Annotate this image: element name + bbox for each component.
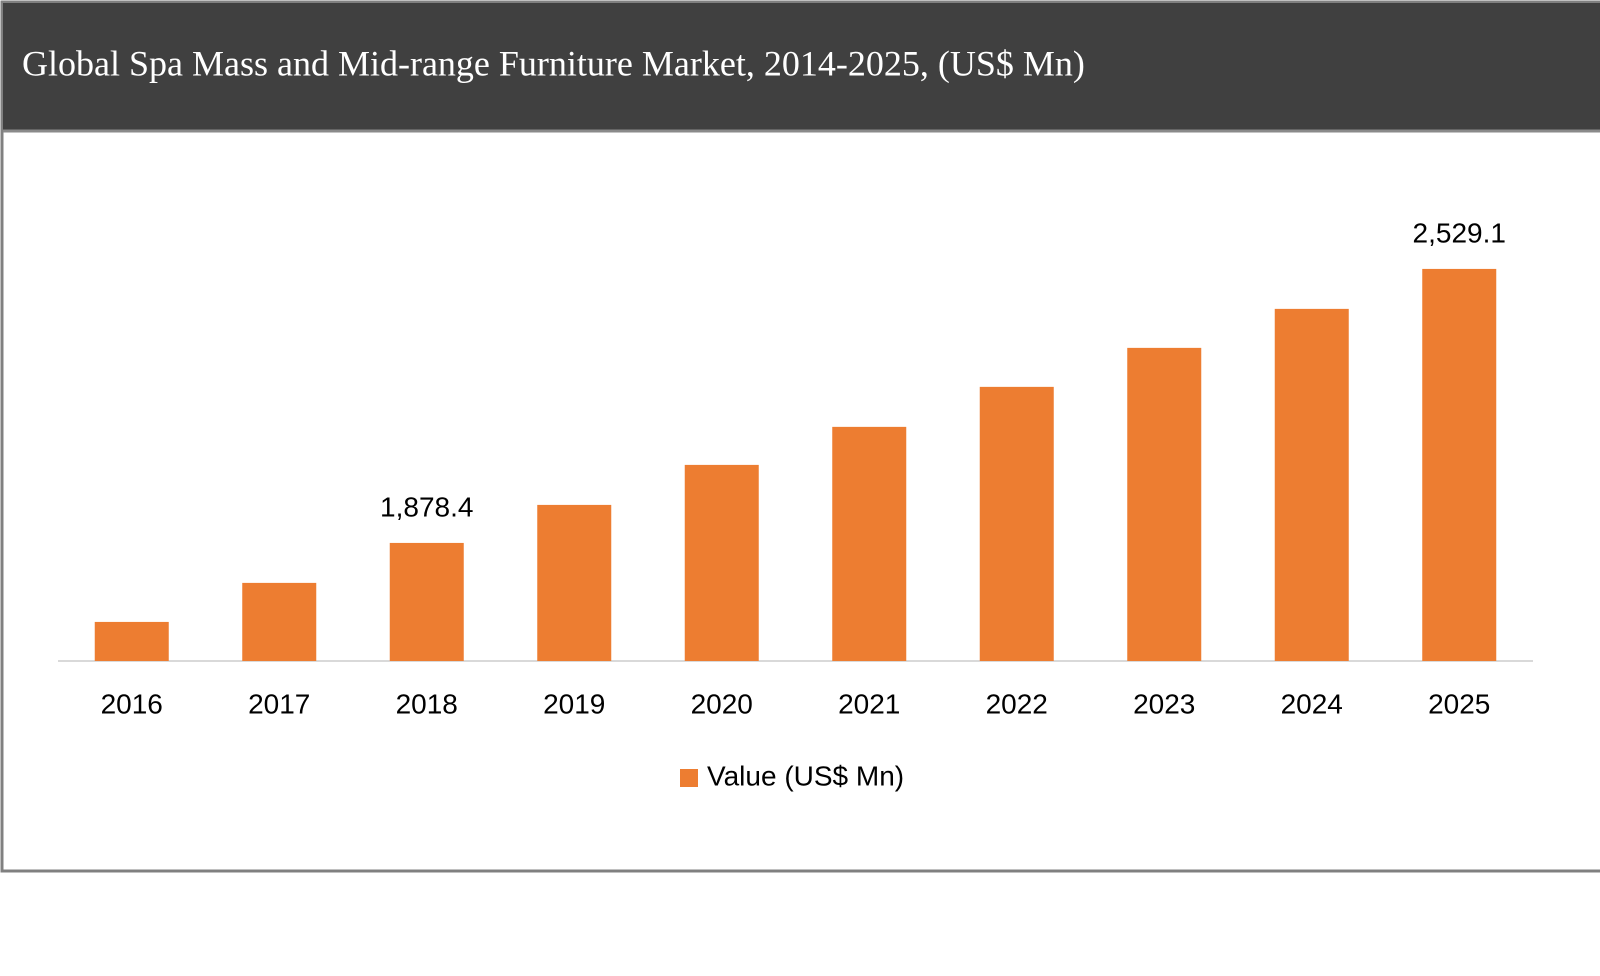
chart-title: Global Spa Mass and Mid-range Furniture … [22, 43, 1085, 83]
x-tick-label: 2023 [1133, 688, 1195, 719]
data-label: 2,529.1 [1413, 217, 1506, 248]
bar [537, 504, 612, 661]
bar [94, 621, 169, 661]
bar [389, 542, 464, 661]
bar [1422, 268, 1497, 661]
x-tick-label: 2020 [691, 688, 753, 719]
x-tick-label: 2021 [838, 688, 900, 719]
x-tick-label: 2018 [396, 688, 458, 719]
x-tick-label: 2022 [986, 688, 1048, 719]
header [3, 3, 1600, 130]
x-tick-label: 2024 [1281, 688, 1343, 719]
bar [684, 464, 759, 661]
bar [1274, 308, 1349, 661]
x-tick-label: 2017 [248, 688, 310, 719]
legend-swatch [680, 769, 698, 787]
bar [979, 386, 1054, 661]
x-tick-label: 2025 [1428, 688, 1490, 719]
data-label: 1,878.4 [380, 491, 473, 522]
legend-label: Value (US$ Mn) [707, 760, 904, 791]
bar [242, 582, 317, 661]
x-tick-label: 2019 [543, 688, 605, 719]
x-tick-label: 2016 [101, 688, 163, 719]
bar [1127, 347, 1202, 661]
bar [832, 426, 907, 661]
